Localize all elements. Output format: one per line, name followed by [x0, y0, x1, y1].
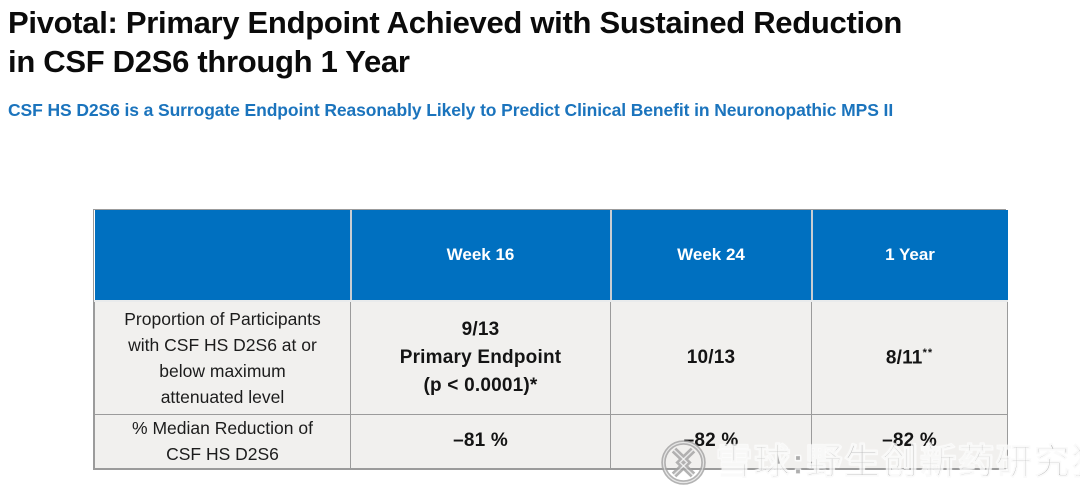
col-header-week16: Week 16 — [349, 210, 611, 302]
cell-reduction-1year: –82 % — [811, 413, 1008, 469]
table-row-median-reduction: % Median Reduction of CSF HS D2S6 –81 % … — [94, 413, 1008, 469]
cell-proportion-1year: 8/11** — [811, 300, 1008, 415]
page-title-line1: Pivotal: Primary Endpoint Achieved with … — [8, 5, 903, 40]
cell-proportion-week24: 10/13 — [610, 300, 812, 415]
table-row-proportion: Proportion of Participants with CSF HS D… — [94, 300, 1008, 415]
results-table: Week 16 Week 24 1 Year Proportion of Par… — [93, 209, 1008, 470]
cell-reduction-week24: –82 % — [610, 413, 812, 469]
col-header-1year: 1 Year — [810, 210, 1008, 302]
cell-proportion-week16: 9/13 Primary Endpoint (p < 0.0001)* — [350, 300, 611, 415]
page-subtitle: CSF HS D2S6 is a Surrogate Endpoint Reas… — [8, 100, 894, 120]
page-title-line2: in CSF D2S6 through 1 Year — [8, 44, 410, 79]
row-label-proportion: Proportion of Participants with CSF HS D… — [94, 300, 351, 415]
col-header-week24: Week 24 — [609, 210, 812, 302]
cell-reduction-week16: –81 % — [350, 413, 611, 469]
page-title: Pivotal: Primary Endpoint Achieved with … — [8, 3, 902, 81]
footnote-marker: ** — [922, 346, 934, 359]
col-header-blank — [94, 210, 351, 302]
table-header-row: Week 16 Week 24 1 Year — [94, 210, 1008, 302]
row-label-median-reduction: % Median Reduction of CSF HS D2S6 — [94, 413, 351, 469]
endpoint-results-table: Week 16 Week 24 1 Year Proportion of Par… — [94, 210, 1008, 469]
